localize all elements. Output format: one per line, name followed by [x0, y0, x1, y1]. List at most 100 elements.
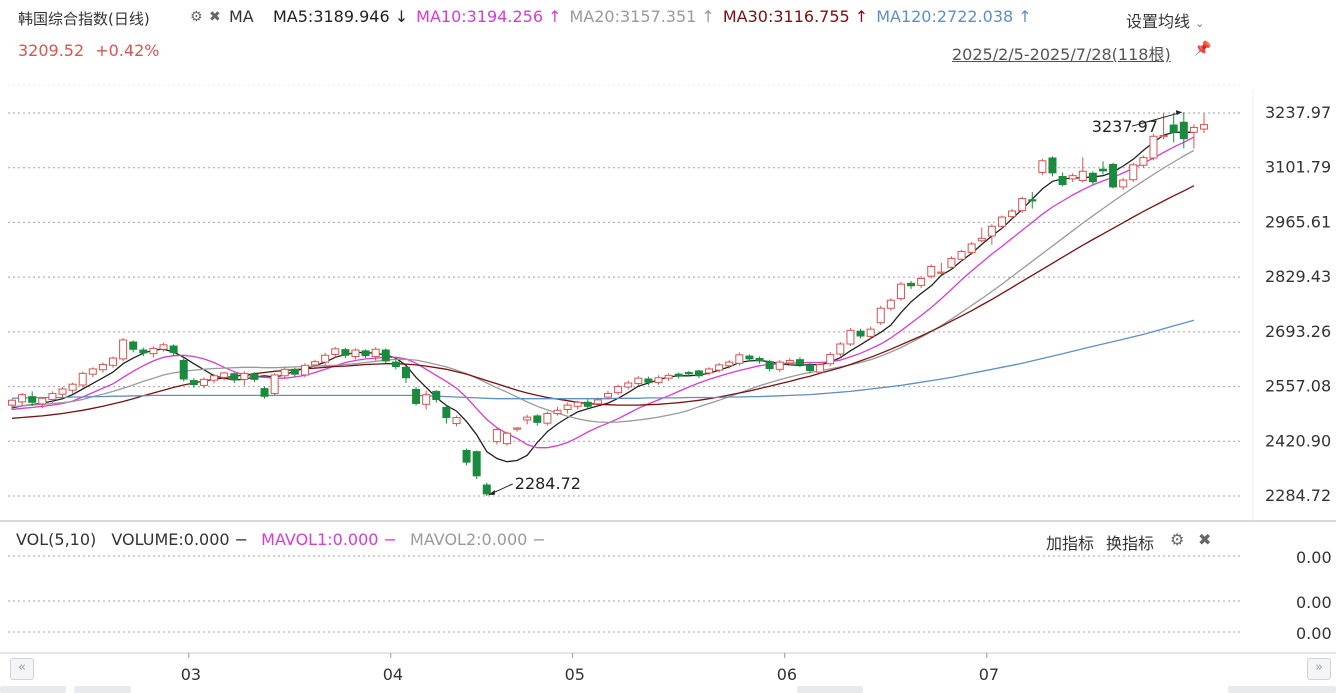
candle — [492, 427, 501, 445]
scrollbar-segment-2[interactable] — [74, 686, 131, 693]
candle-body-up — [735, 354, 744, 364]
candle-body-down — [129, 341, 138, 350]
candle-body-up — [775, 361, 784, 370]
candle — [48, 391, 57, 404]
scrollbar-segment-3[interactable] — [797, 686, 863, 693]
candle — [593, 397, 602, 406]
candle-body-up — [654, 377, 663, 384]
volume-settings-icon[interactable]: ⚙ — [1170, 530, 1185, 549]
candle — [321, 352, 330, 365]
candle — [98, 362, 107, 373]
candle — [361, 349, 370, 359]
candle-body-up — [967, 243, 976, 253]
candle — [68, 382, 77, 394]
candle-body-up — [8, 399, 16, 406]
candle-body-down — [755, 357, 764, 362]
candle — [1179, 112, 1188, 149]
candle-body-up — [58, 388, 67, 395]
candle-body-down — [765, 361, 774, 370]
candle — [199, 377, 208, 389]
chart-title: 韩国综合指数(日线) — [18, 10, 150, 28]
candle-body-up — [159, 344, 168, 350]
candle — [604, 390, 612, 400]
candle-body-down — [1179, 121, 1188, 140]
volume-close-icon[interactable]: ✖ — [1198, 530, 1212, 549]
candle — [250, 372, 259, 383]
candle-body-down — [1169, 124, 1178, 133]
indicator-name: MA — [229, 7, 254, 26]
candle — [725, 360, 734, 369]
candle — [442, 405, 451, 424]
scroll-right-button[interactable]: » — [1307, 658, 1331, 680]
x-tick-label: 06 — [777, 665, 797, 684]
switch-indicator-button[interactable]: 换指标 — [1106, 534, 1155, 553]
indicator-close-icon[interactable]: ✖ — [209, 9, 221, 25]
date-range[interactable]: 2025/2/5-2025/7/28(118根) — [952, 45, 1171, 64]
candle — [1200, 113, 1208, 134]
candle-body-up — [664, 374, 673, 379]
candle — [705, 367, 714, 376]
candle — [1038, 158, 1047, 176]
low-label: 2284.72 — [515, 474, 581, 493]
candle-body-down — [1058, 175, 1067, 186]
candle-body-down — [1048, 157, 1057, 174]
candle — [523, 414, 532, 425]
scrollbar-segment-1[interactable] — [0, 686, 66, 693]
candle — [210, 373, 219, 384]
candle — [58, 387, 67, 398]
add-indicator-button[interactable]: 加指标 — [1046, 534, 1095, 553]
ma-settings-dropdown[interactable]: 设置均线 ⌄ — [1126, 8, 1204, 32]
indicator-settings-icon[interactable]: ⚙ — [190, 9, 203, 25]
last-price: 3209.52 — [18, 41, 85, 60]
candle — [765, 359, 774, 372]
candle — [694, 369, 703, 379]
price-grid — [0, 84, 1336, 522]
candle-body-up — [977, 237, 986, 242]
candle — [1109, 162, 1118, 189]
candle-body-up — [987, 225, 996, 237]
candle — [674, 372, 683, 379]
pin-icon[interactable]: 📌 — [1194, 41, 1212, 57]
candle-body-up — [866, 328, 875, 337]
y-tick-label: 2693.26 — [1265, 322, 1331, 341]
candle-body-up — [1149, 135, 1158, 159]
candle-body-down — [745, 355, 754, 360]
candle-body-down — [533, 415, 542, 423]
candle — [169, 344, 178, 357]
candle — [139, 347, 148, 357]
candle-body-up — [957, 251, 966, 260]
y-tick-label: 2557.08 — [1265, 377, 1331, 396]
candle-body-up — [502, 432, 511, 445]
candle — [533, 414, 542, 426]
candle — [1098, 161, 1107, 175]
candle — [816, 362, 825, 375]
candle — [775, 360, 784, 373]
candle-body-down — [179, 359, 188, 380]
candle-body-down — [139, 349, 148, 354]
candle — [886, 298, 895, 311]
candle — [149, 346, 158, 358]
candle-body-down — [1098, 168, 1107, 172]
candle-body-down — [1028, 199, 1037, 202]
candle-body-up — [846, 329, 855, 345]
candle — [684, 370, 693, 377]
candle-body-up — [422, 394, 431, 405]
candle — [280, 367, 289, 379]
candle-body-up — [927, 265, 936, 277]
candle-body-up — [300, 364, 309, 376]
candle — [866, 326, 875, 339]
candle — [452, 415, 461, 427]
scrollbar-thumb[interactable] — [1228, 686, 1336, 693]
y-tick-label: 3101.79 — [1265, 158, 1331, 177]
candle — [1139, 155, 1148, 168]
candle-body-down — [644, 378, 653, 383]
candle-body-down — [361, 350, 370, 357]
candle-body-down — [391, 361, 400, 368]
scroll-left-button[interactable]: « — [10, 658, 34, 680]
candle — [614, 384, 623, 396]
candle — [119, 337, 128, 361]
candle — [896, 281, 905, 301]
candle — [371, 347, 380, 361]
ma-legend-ma30: MA30:3116.755 ↑ — [722, 7, 869, 26]
